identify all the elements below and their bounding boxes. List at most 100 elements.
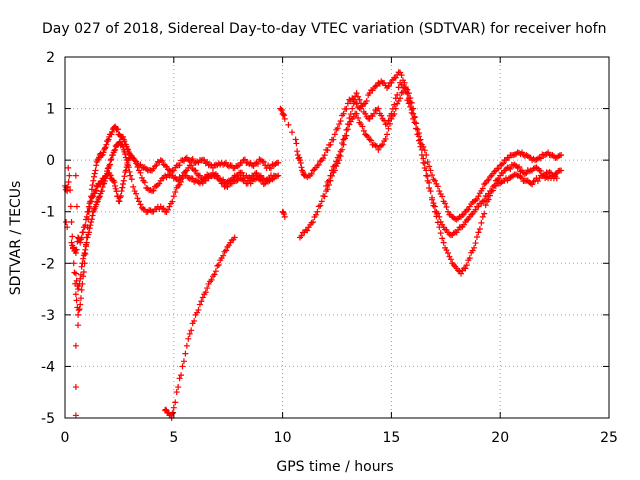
- data-point-track-b: [188, 162, 195, 169]
- data-point-track-f: [359, 123, 366, 130]
- data-point-track-e: [479, 185, 486, 192]
- data-point-track-g: [331, 162, 338, 169]
- data-point-track-b: [134, 163, 141, 170]
- data-point-track-e: [308, 170, 315, 177]
- data-point-track-e: [537, 155, 544, 162]
- data-point-track-a: [176, 162, 183, 169]
- data-point-track-g: [472, 206, 479, 213]
- data-point-track-a: [71, 269, 78, 276]
- data-point-track-e: [495, 165, 502, 172]
- data-point-track-f: [462, 265, 469, 272]
- data-point-track-e: [475, 193, 482, 200]
- data-point-track-a: [91, 170, 98, 177]
- data-point-track-a: [77, 301, 84, 308]
- data-point-track-g: [392, 95, 399, 102]
- data-point-track-a: [93, 162, 100, 169]
- y-tick-label: -4: [41, 359, 55, 375]
- data-point-track-c: [82, 246, 89, 253]
- data-point-track-a: [103, 141, 110, 148]
- data-point-track-f: [356, 119, 363, 126]
- data-point-track-c: [166, 203, 173, 210]
- data-point-track-d: [169, 410, 176, 417]
- data-point-track-c: [86, 225, 93, 232]
- data-point-track-e: [321, 152, 328, 159]
- data-point-track-e: [398, 72, 405, 79]
- data-point-track-c: [88, 219, 95, 226]
- data-point-isolated: [75, 322, 82, 329]
- data-point-track-c: [77, 275, 84, 282]
- data-point-track-e: [343, 105, 350, 112]
- data-point-track-e: [281, 115, 288, 122]
- data-point-track-g: [413, 125, 420, 132]
- data-point-track-f: [439, 235, 446, 242]
- data-point-track-d: [215, 261, 222, 268]
- data-point-track-e: [330, 136, 337, 143]
- data-point-track-f: [472, 240, 479, 247]
- data-point-track-e: [363, 98, 370, 105]
- data-point-track-b: [122, 167, 129, 174]
- data-point-track-g: [411, 119, 418, 126]
- data-point-track-g: [553, 175, 560, 182]
- data-point-track-a: [80, 269, 87, 276]
- data-point-track-f: [476, 226, 483, 233]
- data-point-track-g: [353, 90, 360, 97]
- data-point-track-f: [360, 127, 367, 134]
- data-point-track-b: [113, 188, 120, 195]
- data-point-track-g: [489, 187, 496, 194]
- data-point-isolated: [72, 384, 79, 391]
- data-point-track-c: [120, 143, 127, 150]
- data-point-track-c: [85, 229, 92, 236]
- data-point-track-a: [275, 159, 282, 166]
- data-point-track-d: [212, 268, 219, 275]
- data-point-track-g: [337, 148, 344, 155]
- data-point-track-g: [359, 103, 366, 110]
- data-point-track-g: [402, 88, 409, 95]
- marks-layer: [62, 69, 565, 421]
- data-point-track-g: [339, 140, 346, 147]
- data-point-track-f: [507, 166, 514, 173]
- data-point-track-d: [175, 384, 182, 391]
- data-point-track-e: [324, 147, 331, 154]
- data-point-track-g: [430, 200, 437, 207]
- data-point-track-c: [126, 168, 133, 175]
- data-point-track-e: [320, 155, 327, 162]
- data-point-track-f: [385, 125, 392, 132]
- data-point-track-d: [204, 285, 211, 292]
- data-point-track-f: [471, 244, 478, 251]
- data-point-isolated: [73, 203, 80, 210]
- data-point-track-d: [191, 317, 198, 324]
- data-point-track-b: [78, 234, 85, 241]
- data-point-track-c: [96, 194, 103, 201]
- data-point-track-e: [558, 151, 565, 158]
- data-point-track-a: [75, 311, 82, 318]
- data-point-track-c: [99, 184, 106, 191]
- data-point-track-c: [77, 271, 84, 278]
- data-point-track-d: [195, 306, 202, 313]
- data-point-track-b: [138, 174, 145, 181]
- data-point-track-g: [426, 184, 433, 191]
- data-point-track-f: [324, 186, 331, 193]
- data-point-isolated: [72, 172, 79, 179]
- data-point-track-f: [516, 163, 523, 170]
- data-point-track-f: [482, 202, 489, 209]
- data-point-track-e: [426, 163, 433, 170]
- data-point-track-c: [106, 161, 113, 168]
- data-point-track-g: [384, 121, 391, 128]
- data-point-track-a: [78, 286, 85, 293]
- data-point-track-g: [349, 105, 356, 112]
- data-point-track-b: [192, 167, 199, 174]
- data-point-track-g: [344, 121, 351, 128]
- data-point-track-a: [120, 133, 127, 140]
- data-point-track-f: [304, 227, 311, 234]
- data-point-track-g: [391, 101, 398, 108]
- data-point-track-a: [104, 137, 111, 144]
- data-point-track-c: [108, 156, 115, 163]
- data-point-track-f: [382, 135, 389, 142]
- data-point-track-b: [121, 173, 128, 180]
- data-point-track-b: [118, 188, 125, 195]
- data-point-track-d: [199, 294, 206, 301]
- data-point-track-f: [478, 219, 485, 226]
- data-point-track-g: [362, 110, 369, 117]
- data-point-track-f: [344, 126, 351, 133]
